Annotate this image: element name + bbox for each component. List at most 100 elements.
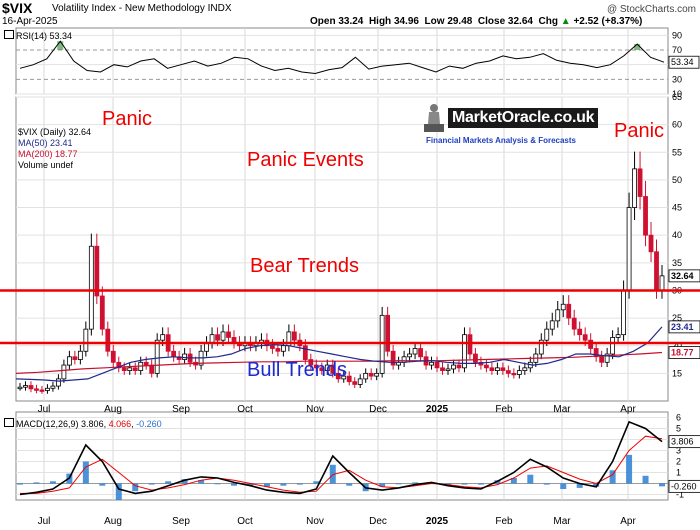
month-label: Sep	[172, 516, 190, 527]
price-legend: $VIX (Daily) 32.64 MA(50) 23.41 MA(200) …	[18, 127, 91, 171]
candle-body	[604, 353, 610, 363]
macd-hist-bar	[609, 470, 616, 484]
candle-body	[313, 364, 319, 369]
macd-hist-bar	[198, 480, 205, 484]
macd-hist-bar	[280, 483, 287, 486]
macd-tick-label: 3	[676, 446, 681, 456]
macd-hist-bar	[395, 483, 402, 485]
month-label: Dec	[369, 404, 387, 415]
legend-square-icon	[4, 30, 14, 39]
symbol-description: Volatility Index - New Methodology INDX	[52, 3, 232, 14]
macd-hist-bar	[412, 482, 419, 484]
legend-ma200: MA(200) 18.77	[18, 149, 78, 159]
candle-body	[116, 361, 122, 369]
macd-hist-bar	[132, 483, 139, 492]
price-tick-label: 15	[672, 368, 682, 378]
macd-hist-bar	[477, 483, 484, 485]
candle-body	[34, 388, 39, 391]
candle-body	[105, 328, 111, 352]
candle-body	[599, 356, 605, 363]
macd-hist-bar	[49, 481, 56, 484]
thinker-statue-icon	[424, 104, 444, 132]
low-label: Low	[424, 16, 445, 27]
legend-square-icon	[4, 418, 14, 427]
ohlc-readout: Open 33.24 High 34.96 Low 29.48 Close 32…	[310, 16, 642, 27]
high-label: High	[368, 16, 392, 27]
candle-body	[374, 372, 380, 377]
macd-hist-bar	[626, 454, 633, 484]
macd-signal-line	[20, 435, 663, 494]
candle-body	[467, 334, 473, 355]
candle-body	[280, 345, 286, 352]
macd-tick-label: -1	[676, 490, 684, 500]
rsi-badge: 53.34	[671, 57, 694, 67]
candle-body	[456, 364, 462, 369]
close-value: 32.64	[507, 16, 533, 27]
macd-hist-bar	[247, 483, 254, 486]
month-label: Mar	[553, 516, 571, 527]
rsi-overbought-fill	[634, 44, 641, 50]
month-label: Nov	[306, 404, 324, 415]
month-label: Apr	[620, 404, 636, 415]
candle-body	[324, 364, 330, 371]
candle-body	[28, 385, 34, 390]
macd-hist-bar	[115, 483, 122, 500]
candle-body	[17, 386, 23, 390]
price-tick-label: 35	[672, 258, 682, 268]
candle-body	[522, 367, 528, 372]
low-value: 29.48	[447, 16, 473, 27]
macd-hist-bar	[148, 483, 155, 485]
annotation-bear-trends: Bear Trends	[250, 255, 359, 277]
price-tick-label: 25	[672, 313, 682, 323]
candle-body	[357, 378, 363, 385]
candle-body	[555, 309, 561, 322]
ma50-line	[15, 326, 663, 382]
ma50-badge-box	[668, 320, 700, 334]
macd-hist-badge-box	[668, 479, 700, 493]
candle-body	[50, 385, 56, 389]
macd-tick-label: 2	[676, 457, 681, 467]
rsi-overbought-fill	[57, 41, 64, 50]
candle-body	[505, 370, 511, 374]
close-badge: 32.64	[671, 271, 694, 281]
month-label: Dec	[369, 516, 387, 527]
macd-hist-bar	[510, 478, 517, 484]
candle-body	[511, 372, 517, 376]
chg-up-icon: ▲	[560, 16, 571, 27]
candle-body	[220, 331, 226, 341]
month-label: 2025	[426, 516, 449, 527]
macd-tick-label: 1	[676, 468, 681, 478]
panel-frame-2	[15, 411, 669, 501]
rsi-tick-label: 30	[672, 74, 682, 84]
month-label: Jul	[38, 516, 51, 527]
candle-body	[412, 348, 418, 355]
candle-body	[379, 314, 385, 374]
rsi-tick-label: 70	[672, 45, 682, 55]
macd-hist-bar	[560, 483, 567, 489]
rsi-line	[19, 40, 665, 75]
candle-body	[401, 356, 407, 363]
candle-body	[632, 168, 637, 208]
candle-body	[659, 275, 665, 291]
legend-ma50: MA(50) 23.41	[18, 138, 73, 148]
candle-body	[500, 367, 506, 372]
macd-hist-bar	[379, 483, 386, 487]
candle-body	[215, 334, 220, 341]
candle-body	[302, 345, 308, 360]
macd-hist-bar	[576, 483, 583, 488]
candle-body	[643, 196, 648, 236]
price-tick-label: 50	[672, 175, 682, 185]
month-label: Aug	[104, 404, 122, 415]
candle-body	[516, 370, 522, 375]
candle-body	[440, 367, 445, 372]
logo-text: MarketOracle.co.uk	[448, 108, 599, 128]
candle-body	[39, 389, 45, 392]
macd-hist-bar	[329, 464, 336, 484]
chg-value: +2.52 (+8.37%)	[573, 16, 643, 27]
chart-date: 16-Apr-2025	[2, 16, 58, 27]
candle-body	[484, 364, 489, 369]
candle-body	[56, 378, 61, 387]
candle-body	[621, 290, 626, 336]
macd-hist-bar	[659, 483, 665, 487]
